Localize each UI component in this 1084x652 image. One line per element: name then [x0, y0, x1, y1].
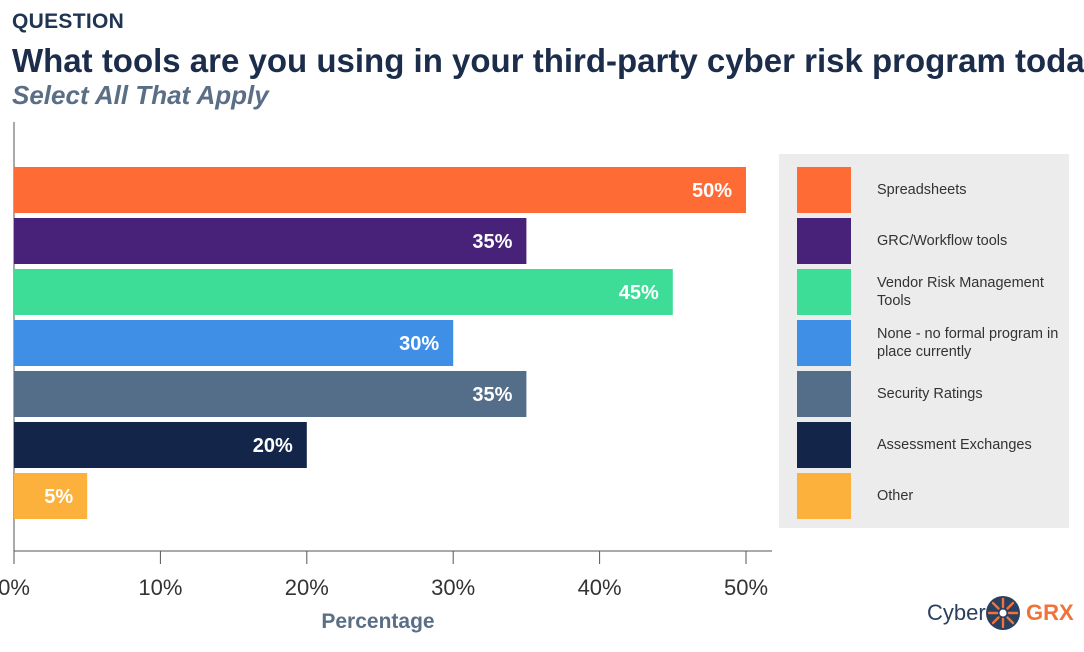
- legend-label: Spreadsheets: [877, 182, 967, 198]
- logo-text-cyber: Cyber: [927, 600, 986, 625]
- x-tick-label: 0%: [0, 575, 30, 600]
- chart-subtitle: Select All That Apply: [12, 80, 269, 110]
- bar: [14, 320, 454, 366]
- legend-item-spreadsheets: Spreadsheets: [797, 167, 1067, 213]
- legend-label: Assessment Exchanges: [877, 437, 1032, 453]
- chart-title: What tools are you using in your third-p…: [12, 42, 1084, 79]
- x-axis-title: Percentage: [321, 610, 434, 633]
- bar: [14, 371, 527, 417]
- legend-swatch: [797, 371, 851, 417]
- bar-value-label: 20%: [253, 435, 293, 457]
- x-tick-label: 30%: [431, 575, 475, 600]
- bar: [14, 422, 307, 468]
- logo-text-grx: GRX: [1026, 600, 1074, 625]
- x-tick-label: 20%: [285, 575, 329, 600]
- legend-item-assessment-exchanges: Assessment Exchanges: [797, 422, 1067, 468]
- gear-burst-icon: [986, 596, 1020, 630]
- x-tick-label: 40%: [578, 575, 622, 600]
- legend-label: Security Ratings: [877, 386, 983, 402]
- legend-swatch: [797, 167, 851, 213]
- x-tick-label: 10%: [138, 575, 182, 600]
- bar-value-label: 35%: [472, 231, 512, 253]
- bar-value-label: 30%: [399, 333, 439, 355]
- bar-chart: 50% 35% 45% 30% 35% 20% 5% 0% 10% 20% 30% 40% 50% Per…: [0, 122, 772, 633]
- legend-item-vendor-risk: Vendor Risk Management Tools: [797, 269, 1067, 315]
- legend-swatch: [797, 320, 851, 366]
- legend-label: Vendor Risk Management Tools: [877, 275, 1044, 309]
- legend-item-grc-workflow: GRC/Workflow tools: [797, 218, 1067, 264]
- legend-swatch: [797, 422, 851, 468]
- bar: [14, 269, 673, 315]
- bar-value-label: 50%: [692, 180, 732, 202]
- bar-value-label: 45%: [619, 282, 659, 304]
- legend-item-other: Other: [797, 473, 1067, 519]
- legend-item-none: None - no formal program in place curren…: [797, 320, 1067, 366]
- legend-label: Other: [877, 488, 914, 504]
- legend-item-security-ratings: Security Ratings: [797, 371, 1067, 417]
- bar: [14, 218, 527, 264]
- bar: [14, 167, 746, 213]
- legend-label: None - no formal program in place curren…: [877, 326, 1059, 360]
- bar-value-label: 5%: [44, 486, 73, 508]
- legend-swatch: [797, 218, 851, 264]
- legend-swatch: [797, 473, 851, 519]
- legend-label: GRC/Workflow tools: [877, 233, 1008, 249]
- chart-eyebrow: QUESTION: [12, 10, 125, 33]
- legend-swatch: [797, 269, 851, 315]
- legend: Spreadsheets GRC/Workflow tools Vendor R…: [779, 154, 1069, 528]
- x-tick-label: 50%: [724, 575, 768, 600]
- bar-value-label: 35%: [472, 384, 512, 406]
- bar: [14, 473, 88, 519]
